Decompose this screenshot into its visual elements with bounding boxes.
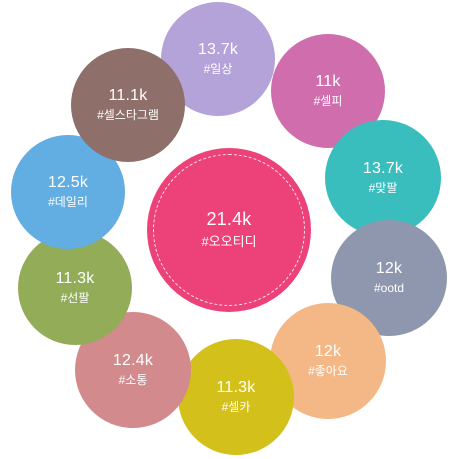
- bubble-hashtag-label: #셀카: [221, 400, 251, 415]
- hashtag-bubble: 11.1k #셀스타그램: [71, 48, 185, 162]
- hashtag-bubble: 11.3k #셀카: [178, 339, 294, 455]
- bubble-count-label: 13.7k: [362, 160, 404, 178]
- bubble-count-label: 11.3k: [216, 379, 256, 397]
- center-bubble: 21.4k #오오티디: [147, 148, 311, 312]
- bubble-hashtag-label: #선팔: [60, 291, 90, 306]
- bubble-count-label: 13.7k: [197, 41, 239, 59]
- bubble-count-label: 12k: [375, 260, 403, 278]
- bubble-count-label: 11.3k: [55, 270, 95, 288]
- bubble-count-label: 11k: [315, 73, 341, 91]
- hashtag-bubble: 11.3k #선팔: [18, 231, 132, 345]
- hashtag-bubble: 13.7k #맞팔: [325, 120, 441, 236]
- bubble-hashtag-label: #셀스타그램: [97, 108, 159, 123]
- bubble-hashtag-label: #데일리: [48, 195, 88, 210]
- bubble-count-label: 11.1k: [108, 87, 148, 105]
- hashtag-bubble: 12k #좋아요: [270, 303, 386, 419]
- bubble-hashtag-label: #소통: [118, 373, 148, 388]
- bubble-hashtag-label: #셀피: [313, 94, 343, 109]
- bubble-hashtag-label: #일상: [203, 62, 233, 77]
- bubble-hashtag-label: #좋아요: [308, 364, 348, 379]
- bubble-hashtag-label: #맞팔: [368, 181, 398, 196]
- bubble-hashtag-label: #오오티디: [201, 233, 257, 249]
- bubble-count-label: 12.5k: [47, 174, 89, 192]
- bubble-count-label: 12.4k: [112, 352, 154, 370]
- bubble-count-label: 21.4k: [206, 209, 252, 230]
- bubble-hashtag-label: #ootd: [373, 281, 405, 296]
- bubble-count-label: 12k: [314, 343, 342, 361]
